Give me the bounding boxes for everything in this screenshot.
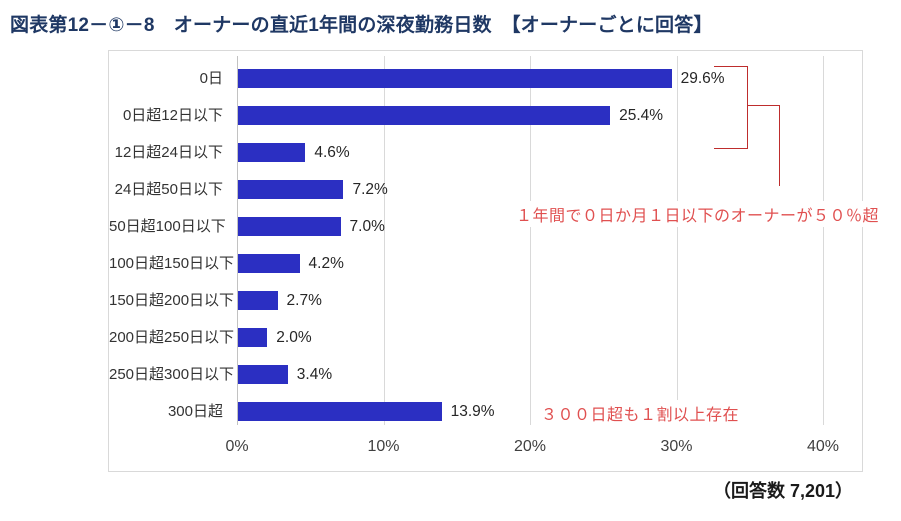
x-axis-tick-label: 40% — [806, 438, 840, 455]
chart-row: 0日超12日以下 25.4% — [109, 97, 862, 134]
category-label: 250日超300日以下 — [109, 366, 235, 383]
bar — [238, 402, 442, 421]
bar — [238, 180, 344, 199]
value-label: 2.7% — [286, 292, 322, 309]
bar — [238, 328, 268, 347]
respondent-count: （回答数 7,201） — [712, 481, 853, 501]
bar — [238, 217, 341, 236]
chart-row: 100日超150日以下 4.2% — [109, 245, 862, 282]
bar — [238, 69, 672, 88]
chart-row: 12日超24日以下 4.6% — [109, 134, 862, 171]
category-label: 200日超250日以下 — [109, 329, 235, 346]
annotation-connector-line — [748, 105, 780, 186]
figure-title: 図表第12－①－8 オーナーの直近1年間の深夜勤務日数 【オーナーごとに回答】 — [10, 15, 713, 36]
value-label: 7.2% — [352, 181, 388, 198]
bar — [238, 143, 306, 162]
chart-row: 250日超300日以下 3.4% — [109, 356, 862, 393]
chart-row: 0日 29.6% — [109, 60, 862, 97]
chart-row: 300日超 13.9% — [109, 393, 862, 430]
x-axis-tick-label: 30% — [660, 438, 693, 455]
category-label: 0日超12日以下 — [122, 107, 223, 124]
chart-row: 24日超50日以下 7.2% — [109, 171, 862, 208]
value-label: 7.0% — [349, 218, 385, 235]
category-label: 300日超 — [167, 403, 223, 420]
chart-row: 50日超100日以下 7.0% — [109, 208, 862, 245]
value-label: 25.4% — [619, 107, 664, 124]
annotation-bracket — [714, 66, 748, 149]
category-label: 50日超100日以下 — [109, 218, 226, 235]
x-axis-tick-label: 10% — [367, 438, 400, 455]
x-axis-tick-label: 20% — [513, 438, 547, 455]
chart-row: 200日超250日以下 2.0% — [109, 319, 862, 356]
value-label: 4.2% — [308, 255, 344, 272]
category-label: 150日超200日以下 — [109, 292, 235, 309]
annotation-bottom-note: ３００日超も１割以上存在 — [539, 400, 742, 426]
bar — [238, 254, 300, 273]
value-label: 3.4% — [296, 366, 333, 383]
category-label: 24日超50日以下 — [114, 181, 223, 198]
vertical-gridline — [530, 56, 531, 425]
bar — [238, 106, 611, 125]
vertical-gridline — [823, 56, 824, 425]
chart-row: 150日超200日以下 2.7% — [109, 282, 862, 319]
y-axis-line — [237, 56, 238, 425]
bar — [238, 291, 278, 310]
category-label: 0日 — [199, 70, 223, 87]
x-axis-tick-label: 0% — [225, 438, 249, 455]
category-label: 12日超24日以下 — [114, 144, 223, 161]
chart-area: 0日 29.6% 0日超12日以下 25.4% 12日超24日以下 4.6% 24日超50日… — [108, 50, 882, 472]
value-label: 13.9% — [450, 403, 495, 420]
annotation-top-note: １年間で０日か月１日以下のオーナーが５０％超 — [514, 201, 882, 227]
bar — [238, 365, 288, 384]
category-label: 100日超150日以下 — [109, 255, 235, 272]
value-label: 2.0% — [276, 329, 312, 346]
vertical-gridline — [383, 56, 385, 425]
value-label: 29.6% — [680, 70, 725, 87]
vertical-gridline — [676, 56, 678, 425]
value-label: 4.6% — [314, 144, 350, 161]
